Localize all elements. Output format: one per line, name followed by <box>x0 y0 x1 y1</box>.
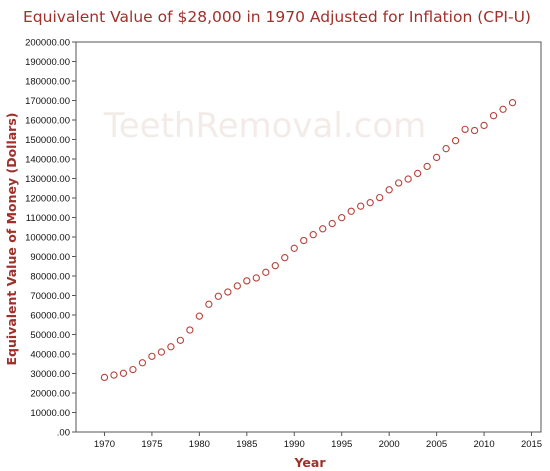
data-points <box>100 98 517 382</box>
y-tick-label: 70000.00 <box>30 291 70 302</box>
data-point <box>499 105 507 113</box>
data-point <box>432 153 441 162</box>
data-point <box>224 288 232 296</box>
y-tick-label: 200000.00 <box>25 38 70 49</box>
data-point <box>176 336 185 344</box>
y-tick-label: 170000.00 <box>25 96 70 107</box>
x-tick-label: 2000 <box>379 439 400 450</box>
data-point <box>148 352 156 360</box>
data-point <box>138 359 147 367</box>
x-axis: 1970 1975 1980 1985 1990 1995 2000 2005 2010 2015 <box>94 432 542 450</box>
x-tick-label: 1995 <box>331 439 352 450</box>
data-point <box>271 262 279 270</box>
data-point <box>404 175 412 183</box>
plot-area-frame <box>75 41 542 433</box>
data-point <box>252 274 260 282</box>
data-point <box>423 162 431 171</box>
data-point <box>243 277 251 285</box>
y-tick-label: 50000.00 <box>30 330 70 341</box>
data-point <box>376 193 384 202</box>
y-tick-label: 100000.00 <box>25 233 70 244</box>
y-tick-label: 80000.00 <box>30 272 70 283</box>
data-point <box>129 365 137 374</box>
data-point <box>262 268 270 276</box>
data-point <box>480 121 488 130</box>
y-tick-label: 30000.00 <box>30 369 70 380</box>
y-tick-label: 40000.00 <box>30 350 70 361</box>
data-point <box>385 186 393 194</box>
data-point <box>167 343 175 351</box>
x-tick-label: 2010 <box>473 439 494 450</box>
data-point <box>442 145 450 153</box>
data-point <box>347 207 355 215</box>
data-point <box>110 371 118 379</box>
data-point <box>413 169 422 178</box>
data-point <box>470 126 479 135</box>
x-tick-label: 1975 <box>141 439 162 450</box>
y-tick-label: 150000.00 <box>25 135 70 146</box>
data-point <box>489 112 498 120</box>
data-point <box>290 244 298 252</box>
y-axis-title: Equivalent Value of Money (Dollars) <box>4 113 19 366</box>
x-tick-label: 2005 <box>426 439 447 450</box>
data-point <box>338 214 346 222</box>
watermark-text: TeethRemoval.com <box>103 106 426 146</box>
data-point <box>195 312 204 320</box>
data-point <box>205 300 213 308</box>
data-point <box>214 292 222 300</box>
y-tick-label: 190000.00 <box>25 57 70 68</box>
data-point <box>157 348 166 356</box>
y-tick-label: 140000.00 <box>25 155 70 166</box>
y-tick-label: 90000.00 <box>30 252 70 263</box>
data-point <box>451 137 460 145</box>
x-tick-label: 1970 <box>94 439 115 450</box>
data-point <box>508 98 517 107</box>
chart-title: Equivalent Value of $28,000 in 1970 Adju… <box>23 8 531 26</box>
data-point <box>281 254 289 262</box>
y-tick-label: 120000.00 <box>25 194 70 205</box>
data-point <box>100 373 109 382</box>
y-tick-label: 130000.00 <box>25 174 70 185</box>
y-tick-label: 160000.00 <box>25 116 70 127</box>
y-tick-label: 10000.00 <box>30 408 70 419</box>
data-point <box>233 282 241 290</box>
data-point <box>119 369 128 377</box>
x-tick-label: 1980 <box>189 439 210 450</box>
y-tick-label: 180000.00 <box>25 77 70 88</box>
y-tick-label: 20000.00 <box>30 389 70 400</box>
y-tick-label: 60000.00 <box>30 311 70 322</box>
data-point <box>300 236 308 245</box>
data-point <box>461 125 469 134</box>
y-tick-label: 110000.00 <box>26 213 70 224</box>
x-tick-label: 1990 <box>284 439 305 450</box>
data-point <box>395 179 403 187</box>
data-point <box>186 326 194 334</box>
x-tick-label: 1985 <box>236 439 257 450</box>
data-point <box>328 219 336 228</box>
x-tick-label: 2015 <box>521 439 542 450</box>
x-axis-title: Year <box>294 455 327 470</box>
data-point <box>357 202 365 210</box>
y-tick-label: .00 <box>57 428 70 439</box>
data-point <box>309 231 317 239</box>
y-axis: .00 10000.00 20000.00 30000.00 40000.00 50000… <box>25 38 76 439</box>
data-point <box>366 199 374 207</box>
data-point <box>319 225 327 233</box>
